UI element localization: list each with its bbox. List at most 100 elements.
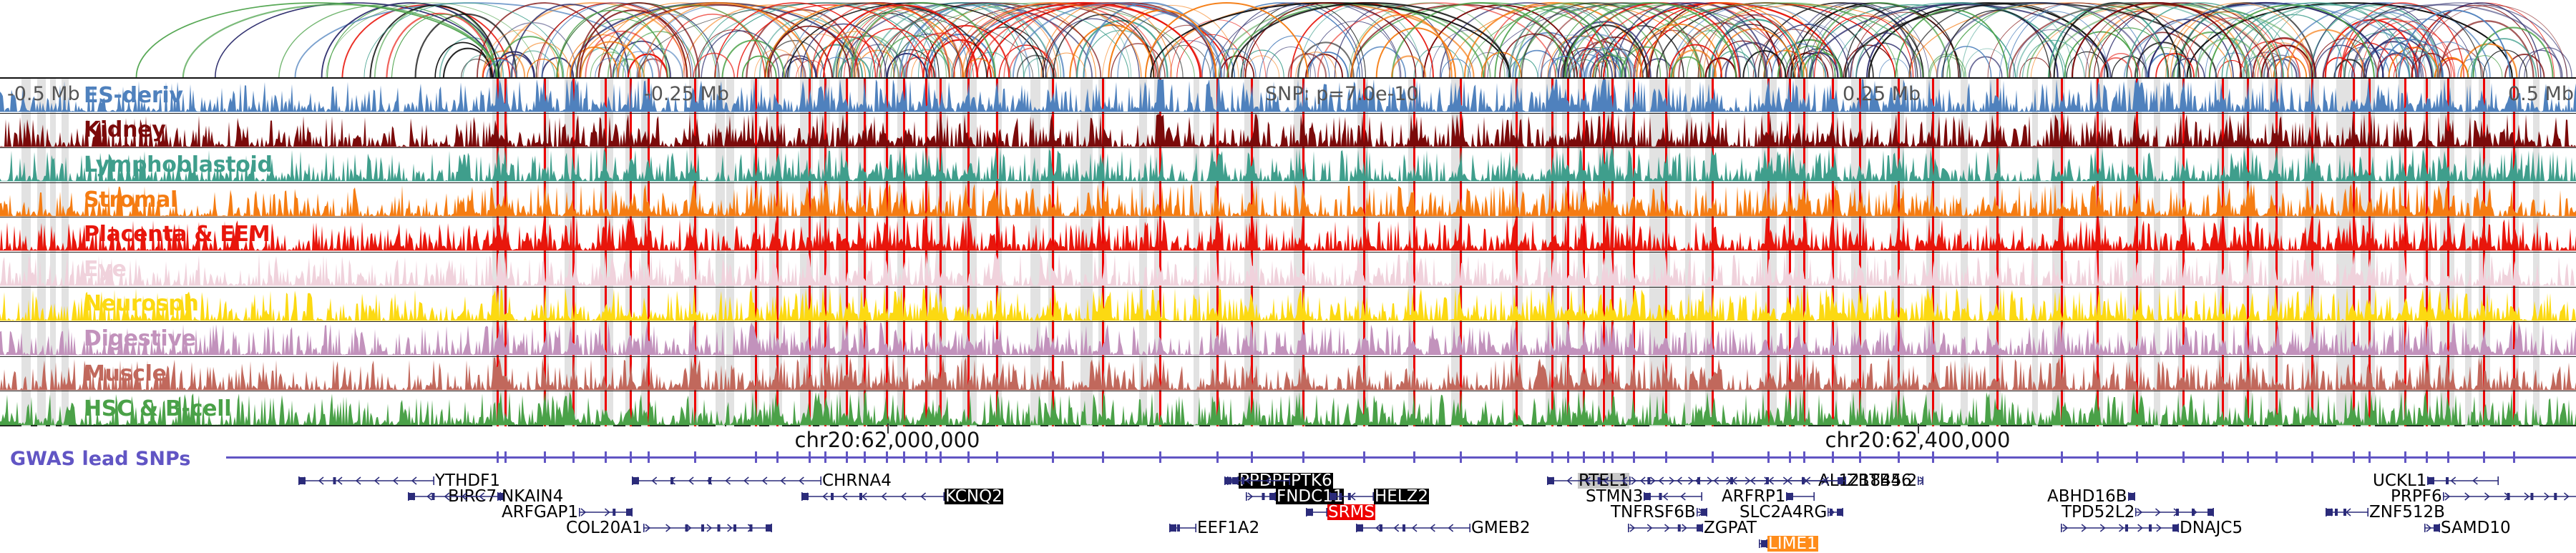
gene-annotation[interactable]: DNAJC5 [2061,518,2243,537]
gwas-snp-tick[interactable] [824,451,826,463]
gene-label[interactable]: YTHDF1 [435,471,500,490]
gene-label[interactable]: STMN3 [1586,486,1644,506]
gwas-snp-tick[interactable] [1767,451,1770,463]
gwas-snp-tick[interactable] [605,451,607,463]
gwas-snp-tick[interactable] [544,451,546,463]
gwas-snp-tick[interactable] [1159,451,1161,463]
gwas-snp-tick[interactable] [1789,451,1791,463]
gene-label[interactable]: EEF1A2 [1197,518,1260,537]
gene-label[interactable]: TPD52L2 [2062,502,2135,522]
gene-annotation[interactable]: ZNF512B [2326,502,2446,522]
gwas-snp-tick[interactable] [1898,451,1900,463]
gene-label[interactable]: SAMD10 [2441,518,2511,537]
gene-annotation[interactable]: ARFRP1 [1721,488,1815,504]
gwas-snp-tick[interactable] [497,451,499,463]
gwas-snp-tick[interactable] [630,451,632,463]
gwas-snp-tick[interactable] [1216,451,1219,463]
gene-label[interactable]: ZGPAT [1704,518,1757,537]
gwas-snp-tick[interactable] [2513,451,2515,463]
gwas-snp-tick[interactable] [2353,451,2355,463]
gene-annotation[interactable]: GMEB2 [1356,518,1531,537]
gene-label[interactable]: ZBTB46 [1847,471,1912,490]
gene-annotation[interactable]: TNFRSF6B [1610,502,1707,522]
gene-label[interactable]: PRPF6 [2391,486,2442,506]
gwas-snp-tick[interactable] [2061,451,2063,463]
gwas-snp-tick[interactable] [2136,451,2138,463]
gene-annotation[interactable]: NKAIN4 [408,488,564,504]
gwas-snp-tick[interactable] [1712,451,1714,463]
gene-label[interactable]: AL121845.2 [1818,471,1918,490]
gwas-snp-tick[interactable] [1251,451,1253,463]
gwas-snp-tick[interactable] [846,451,848,463]
gene-label[interactable]: HELZ2 [1374,486,1430,506]
gene-annotation[interactable]: PTK6 [1224,472,1333,489]
gene-label[interactable]: ARFRP1 [1722,486,1786,506]
gwas-snp-tick[interactable] [648,451,650,463]
gwas-snp-tick[interactable] [755,451,757,463]
gwas-snp-tick[interactable] [1603,451,1605,463]
gene-annotation[interactable]: YTHDF1 [298,471,501,490]
gene-label[interactable]: KCNQ2 [945,486,1003,506]
gwas-snp-tick[interactable] [2222,451,2224,463]
gwas-snp-tick[interactable] [1832,451,1834,463]
gene-label[interactable]: SLC2A4RG [1740,502,1828,522]
gene-annotation[interactable]: FNDC11 [1246,488,1345,504]
gene-label[interactable]: DNAJC5 [2180,518,2243,537]
gene-annotation[interactable]: HELZ2 [1330,486,1430,506]
gene-label[interactable]: GMEB2 [1471,518,1531,537]
gwas-snp-tick[interactable] [2404,451,2406,463]
gene-annotation[interactable]: SRMS [1306,502,1376,522]
gene-label[interactable]: SRMS [1327,502,1376,522]
gene-label[interactable]: NKAIN4 [502,486,564,506]
gene-annotation[interactable]: AL121845.2 [1818,471,1924,490]
gwas-snp-tick[interactable] [2311,451,2313,463]
gwas-snp-tick[interactable] [2426,451,2428,463]
gene-annotation[interactable]: CHRNA4 [632,472,892,489]
gwas-snp-tick[interactable] [1859,451,1861,463]
gwas-snp-tick[interactable] [2247,451,2249,463]
gene-label[interactable]: ZNF512B [2369,502,2445,522]
gwas-snp-tick[interactable] [1363,451,1365,463]
gwas-snp-tick[interactable] [1567,451,1569,463]
gwas-snp-tick[interactable] [1302,451,1304,463]
gene-annotation[interactable]: EEF1A2 [1169,518,1260,537]
gene-annotation[interactable]: ZGPAT [1628,518,1757,537]
gwas-snp-tick[interactable] [2275,451,2278,463]
gene-annotation[interactable]: SLC2A4RG [1739,502,1844,522]
gwas-snp-tick[interactable] [1052,451,1054,463]
gwas-snp-tick[interactable] [1803,451,1805,463]
gene-label[interactable]: LIME1 [1767,534,1818,553]
gwas-snp-tick[interactable] [1996,451,1999,463]
gwas-snp-tick[interactable] [2368,451,2371,463]
gwas-snp-tick[interactable] [967,451,970,463]
gwas-snp-tick[interactable] [1551,451,1553,463]
gwas-snp-tick[interactable] [903,451,905,463]
gene-annotation[interactable]: LIME1 [1759,534,1818,553]
gwas-snp-tick[interactable] [886,451,888,463]
gwas-snp-tick[interactable] [1611,451,1614,463]
gwas-snp-tick[interactable] [1516,451,1518,463]
gene-annotation[interactable]: ZBTB46 [1547,471,1913,490]
gene-annotation[interactable]: PRPF6 [2390,488,2576,504]
gene-annotation[interactable]: KCNQ2 [801,488,1003,504]
gwas-snp-tick[interactable] [572,451,575,463]
gwas-snp-tick[interactable] [2447,451,2449,463]
gene-annotation[interactable]: COL20A1 [565,518,772,537]
gene-label[interactable]: TNFRSF6B [1611,502,1696,522]
gene-annotation[interactable]: UCKL1 [2372,471,2499,490]
gwas-snp-tick[interactable] [776,451,779,463]
gene-label[interactable]: ARFGAP1 [502,502,579,522]
gwas-snp-tick[interactable] [2097,451,2099,463]
gwas-snp-tick[interactable] [940,451,942,463]
gwas-snp-tick[interactable] [694,451,696,463]
gwas-snp-tick[interactable] [1633,451,1635,463]
gwas-snp-tick[interactable] [1102,451,1104,463]
gwas-snp-tick[interactable] [1932,451,1934,463]
gwas-snp-tick[interactable] [864,451,866,463]
gene-label[interactable]: UCKL1 [2373,471,2427,490]
gwas-snp-tick[interactable] [1460,451,1462,463]
gene-label[interactable]: COL20A1 [566,518,643,537]
gene-annotation[interactable]: SAMD10 [2424,518,2512,537]
gwas-snp-tick[interactable] [1583,451,1585,463]
gwas-snp-tick[interactable] [2483,451,2485,463]
